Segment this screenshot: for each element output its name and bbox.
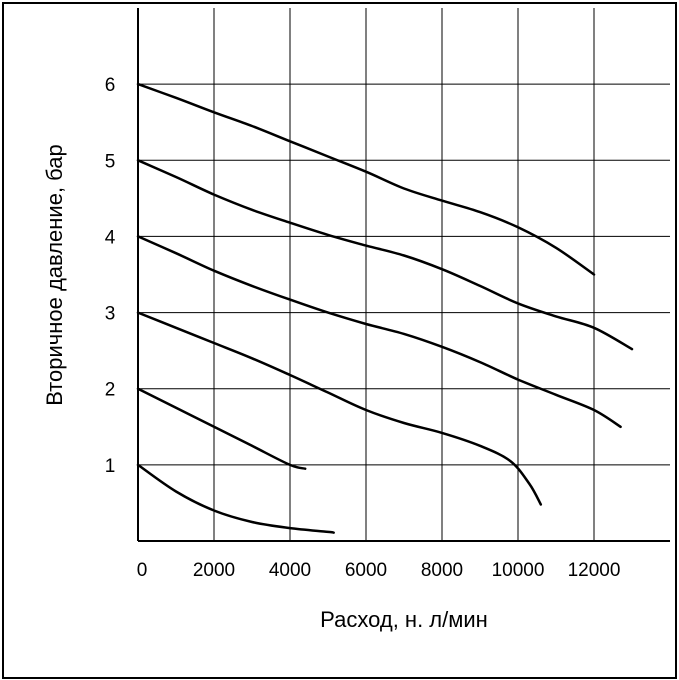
x-axis-title: Расход, н. л/мин [320,607,488,632]
x-tick-label: 6000 [345,560,387,581]
x-tick-labels: 0 2000 4000 6000 8000 10000 12000 [137,560,621,581]
y-tick-label: 2 [105,380,116,401]
x-tick-label: 12000 [568,560,621,581]
y-tick-label: 6 [105,75,116,96]
y-axis-title: Вторичное давление, бар [42,144,67,406]
y-tick-label: 4 [105,227,116,248]
x-tick-label: 8000 [421,560,463,581]
series-line-4 [136,235,622,429]
y-tick-label: 3 [105,304,116,325]
grid [137,8,670,542]
x-tick-label: 2000 [193,560,235,581]
series-group [136,82,634,534]
y-tick-label: 5 [105,151,116,172]
y-tick-label: 1 [105,456,116,477]
series-line-2 [136,387,307,470]
x-tick-label: 0 [137,560,148,581]
series-line-1 [136,463,335,534]
series-line-3 [136,311,543,506]
y-tick-labels: 1 2 3 4 5 6 [105,75,116,477]
series-line-6 [136,82,596,276]
x-tick-label: 4000 [269,560,311,581]
series-line-5 [136,159,634,351]
x-tick-label: 10000 [492,560,545,581]
